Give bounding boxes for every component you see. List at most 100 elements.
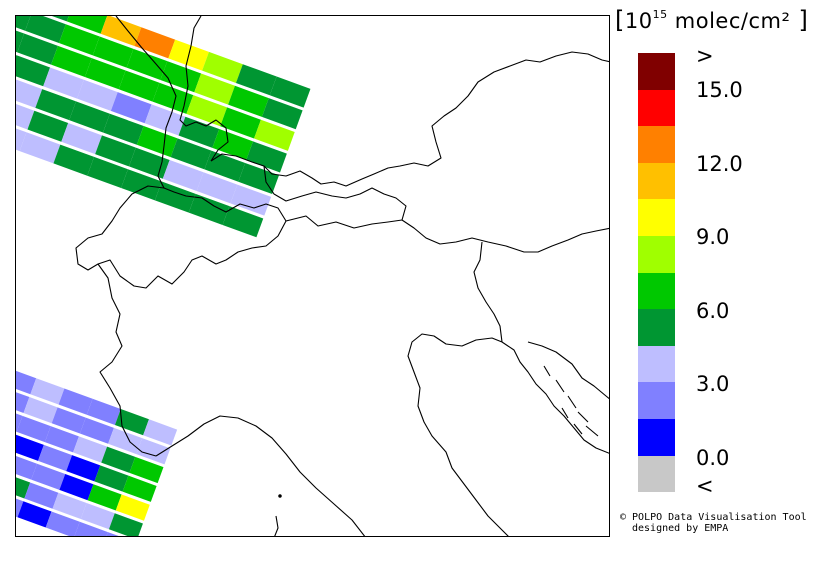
credit-line: © POLPO Data Visualisation Tool bbox=[620, 512, 807, 523]
swath-pixel bbox=[162, 159, 204, 192]
swath-pixel bbox=[23, 397, 58, 424]
swath-pixel bbox=[95, 135, 136, 167]
border-france-germany bbox=[115, 16, 177, 189]
legend-tick-label: 0.0 bbox=[696, 446, 730, 470]
swath-pixel bbox=[16, 392, 30, 414]
country-borders bbox=[75, 16, 609, 536]
swath-pixel bbox=[43, 67, 84, 99]
swath-pixel bbox=[51, 407, 86, 434]
swath-pixel bbox=[66, 16, 108, 34]
swath-pixel bbox=[106, 532, 119, 536]
swath-pixel bbox=[115, 494, 150, 521]
swath-pixel bbox=[35, 89, 77, 121]
swath-pixel bbox=[80, 503, 115, 530]
swath-pixel bbox=[220, 107, 261, 139]
swath-pixel bbox=[30, 378, 65, 405]
satellite-swath-southwest bbox=[16, 370, 178, 536]
swath-pixel bbox=[73, 436, 108, 463]
legend-swatch bbox=[638, 418, 675, 456]
swath-pixel bbox=[118, 70, 160, 102]
swath-pixel bbox=[79, 417, 114, 444]
swath-pixel bbox=[152, 82, 194, 114]
swath-pixel bbox=[24, 482, 59, 509]
swath-pixel bbox=[69, 101, 110, 133]
legend-swatch bbox=[638, 235, 675, 273]
coastline-corsica bbox=[274, 515, 279, 536]
legend-tick-label: > bbox=[696, 44, 714, 68]
swath-pixel bbox=[77, 79, 118, 111]
legend-tick-label: 3.0 bbox=[696, 372, 730, 396]
swath-pixel bbox=[16, 128, 27, 152]
border-germany-czech bbox=[210, 51, 609, 187]
swath-pixel bbox=[16, 456, 38, 480]
swath-pixel bbox=[87, 156, 128, 189]
swath-pixel bbox=[87, 484, 122, 511]
swath-pixel bbox=[38, 444, 73, 472]
legend-swatch bbox=[638, 345, 675, 383]
swath-pixel bbox=[196, 172, 238, 204]
border-germany-east bbox=[179, 16, 229, 162]
swath-pixel bbox=[16, 370, 37, 395]
map-frame bbox=[15, 15, 610, 537]
swath-pixel bbox=[59, 473, 94, 501]
swath-pixel bbox=[16, 55, 51, 87]
swath-pixel bbox=[51, 16, 69, 22]
coastline-italy bbox=[155, 415, 366, 536]
credit-text: © POLPO Data Visualisation Tool designed… bbox=[620, 512, 807, 534]
swath-pixel bbox=[228, 85, 269, 117]
swath-pixel bbox=[160, 61, 202, 93]
border-austria-italy bbox=[285, 215, 609, 253]
swath-pixel bbox=[246, 141, 287, 173]
legend-swatch bbox=[638, 382, 675, 419]
islands-croatia bbox=[543, 365, 599, 437]
swath-pixel bbox=[25, 16, 66, 44]
coastline-croatia bbox=[501, 341, 609, 454]
swath-pixel bbox=[121, 169, 162, 201]
swath-pixel bbox=[114, 409, 149, 436]
swath-pixel bbox=[84, 58, 126, 90]
swath-pixel bbox=[108, 513, 143, 536]
swath-pixel bbox=[27, 110, 69, 142]
swath-pixel bbox=[230, 184, 272, 216]
swath-pixel bbox=[136, 126, 178, 158]
swath-pixel bbox=[269, 76, 311, 108]
swath-pixel bbox=[235, 64, 277, 96]
swath-pixel bbox=[154, 181, 196, 213]
legend-swatch bbox=[638, 89, 675, 127]
swath-pixel bbox=[254, 119, 295, 151]
swath-pixel bbox=[19, 132, 61, 164]
swath-pixel bbox=[122, 475, 157, 502]
legend-swatch bbox=[638, 53, 675, 90]
swath-pixel bbox=[16, 30, 25, 53]
swath-pixel bbox=[53, 144, 95, 176]
swath-pixel bbox=[188, 193, 230, 225]
border-france-italy bbox=[97, 263, 157, 457]
legend-swatch bbox=[638, 162, 675, 200]
swath-pixel bbox=[16, 104, 35, 130]
legend-tick-label: 9.0 bbox=[696, 225, 730, 249]
legend-swatch bbox=[638, 272, 675, 310]
swath-pixel bbox=[108, 427, 143, 455]
map-canvas bbox=[16, 16, 609, 536]
legend-colorbar bbox=[638, 53, 675, 493]
swath-pixel bbox=[16, 477, 31, 499]
border-austria-slovenia bbox=[473, 241, 503, 343]
swath-pixel bbox=[16, 413, 23, 432]
swath-pixel bbox=[51, 45, 92, 77]
swath-pixel bbox=[16, 498, 24, 518]
swath-pixel bbox=[186, 95, 228, 127]
swath-pixel bbox=[16, 16, 31, 31]
swath-pixel bbox=[61, 123, 102, 155]
swath-pixel bbox=[17, 501, 52, 528]
border-switzerland bbox=[75, 185, 287, 289]
swath-pixel bbox=[31, 463, 66, 490]
border-germany-austria bbox=[263, 165, 407, 221]
swath-pixel bbox=[101, 446, 136, 473]
legend-swatch bbox=[638, 455, 675, 493]
swath-pixel bbox=[16, 434, 44, 461]
legend-swatch bbox=[638, 199, 675, 236]
swath-pixel bbox=[45, 511, 80, 536]
satellite-swath-northeast bbox=[16, 16, 311, 238]
swath-pixel bbox=[194, 73, 235, 105]
legend-swatch bbox=[638, 309, 675, 346]
